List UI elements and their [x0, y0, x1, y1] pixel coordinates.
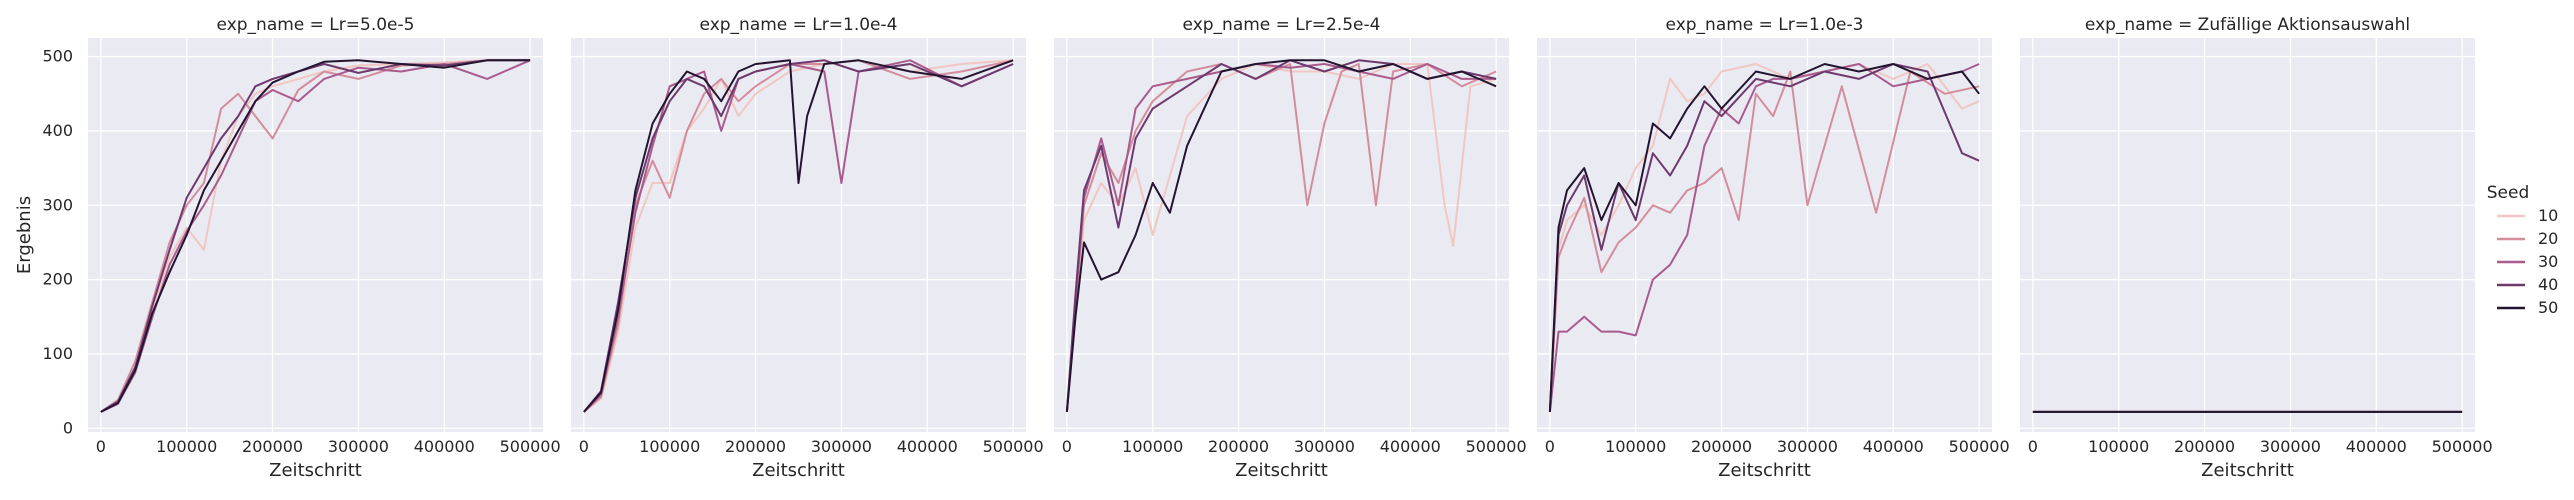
- x-tick-label: 0: [1062, 437, 1072, 456]
- x-tick-label: 400000: [2346, 437, 2407, 456]
- series-line-seed-50: [583, 59, 1014, 413]
- x-tick-label: 500000: [983, 437, 1044, 456]
- y-tick-label: 500: [42, 47, 73, 66]
- plot-background: [2020, 38, 2475, 432]
- panel-2: exp_name = Lr=1.0e-4 0 100000 200000 300000 4…: [571, 15, 1044, 481]
- y-tick-label: 400: [42, 121, 73, 140]
- x-tick-label: 100000: [1122, 437, 1183, 456]
- x-tick-label: 200000: [2174, 437, 2235, 456]
- x-axis-label: Zeitschritt: [269, 460, 362, 481]
- x-tick-label: 0: [2028, 437, 2038, 456]
- legend-label-seed-20: 20: [2538, 229, 2558, 248]
- x-axis-label: Zeitschritt: [1235, 460, 1328, 481]
- x-tick-label: 400000: [414, 437, 475, 456]
- y-tick-label: 0: [63, 418, 73, 437]
- x-tick-label: 300000: [2260, 437, 2321, 456]
- x-tick-label: 100000: [639, 437, 700, 456]
- panel-title: exp_name = Lr=2.5e-4: [1183, 15, 1381, 35]
- x-tick-label: 0: [1545, 437, 1555, 456]
- x-tick-label: 500000: [2432, 437, 2493, 456]
- y-tick-label: 300: [42, 195, 73, 214]
- x-tick-label: 500000: [1949, 437, 2010, 456]
- series-line-seed-20: [1548, 70, 1980, 412]
- y-tick-label: 100: [42, 344, 73, 363]
- x-tick-label: 300000: [328, 437, 389, 456]
- panel-5: exp_name = Zufällige Aktionsauswahl 0 1000…: [2020, 15, 2493, 481]
- x-axis-label: Zeitschritt: [1718, 460, 1811, 481]
- legend-label-seed-30: 30: [2538, 252, 2558, 271]
- x-tick-label: 200000: [242, 437, 303, 456]
- series-line-seed-50: [1065, 59, 1497, 412]
- x-tick-label: 200000: [1208, 437, 1269, 456]
- x-tick-label: 500000: [1466, 437, 1527, 456]
- x-tick-label: 500000: [500, 437, 561, 456]
- x-tick-label: 100000: [156, 437, 217, 456]
- x-tick-label: 100000: [2088, 437, 2149, 456]
- x-axis-label: Zeitschritt: [2201, 460, 2294, 481]
- plot-background: [88, 38, 543, 432]
- y-tick-label: 200: [42, 270, 73, 289]
- x-tick-label: 100000: [1605, 437, 1666, 456]
- plot-background: [1054, 38, 1509, 432]
- x-tick-label: 200000: [1691, 437, 1752, 456]
- legend-label-seed-10: 10: [2538, 206, 2558, 225]
- legend: Seed 10 20 30 40 50: [2487, 183, 2559, 317]
- panel-4: exp_name = Lr=1.0e-3 0 100000 200000 300000 4…: [1537, 15, 2010, 481]
- plot-background: [571, 38, 1026, 432]
- y-axis-label: Ergebnis: [14, 196, 35, 274]
- panel-title: exp_name = Lr=1.0e-4: [700, 15, 898, 35]
- series-line-seed-50: [1548, 63, 1980, 412]
- x-tick-label: 400000: [897, 437, 958, 456]
- panel-1: exp_name = Lr=5.0e-5 0 100000 200000 300000 4…: [14, 15, 561, 481]
- x-tick-label: 400000: [1380, 437, 1441, 456]
- x-tick-label: 400000: [1863, 437, 1924, 456]
- x-tick-label: 0: [579, 437, 589, 456]
- panel-3: exp_name = Lr=2.5e-4 0 100000 200000 300000 4…: [1054, 15, 1527, 481]
- panel-title: exp_name = Zufällige Aktionsauswahl: [2085, 15, 2410, 35]
- series-line-seed-50: [100, 59, 531, 413]
- x-tick-label: 300000: [1294, 437, 1355, 456]
- panel-title: exp_name = Lr=1.0e-3: [1666, 15, 1864, 35]
- legend-label-seed-40: 40: [2538, 275, 2558, 294]
- panel-title: exp_name = Lr=5.0e-5: [217, 15, 415, 35]
- legend-title: Seed: [2487, 183, 2530, 203]
- x-tick-label: 300000: [811, 437, 872, 456]
- x-tick-label: 300000: [1777, 437, 1838, 456]
- series-line-seed-40: [1548, 63, 1980, 412]
- series-line-seed-30: [1548, 63, 1980, 413]
- x-tick-label: 200000: [725, 437, 786, 456]
- x-tick-label: 0: [96, 437, 106, 456]
- legend-label-seed-50: 50: [2538, 298, 2558, 317]
- x-axis-label: Zeitschritt: [752, 460, 845, 481]
